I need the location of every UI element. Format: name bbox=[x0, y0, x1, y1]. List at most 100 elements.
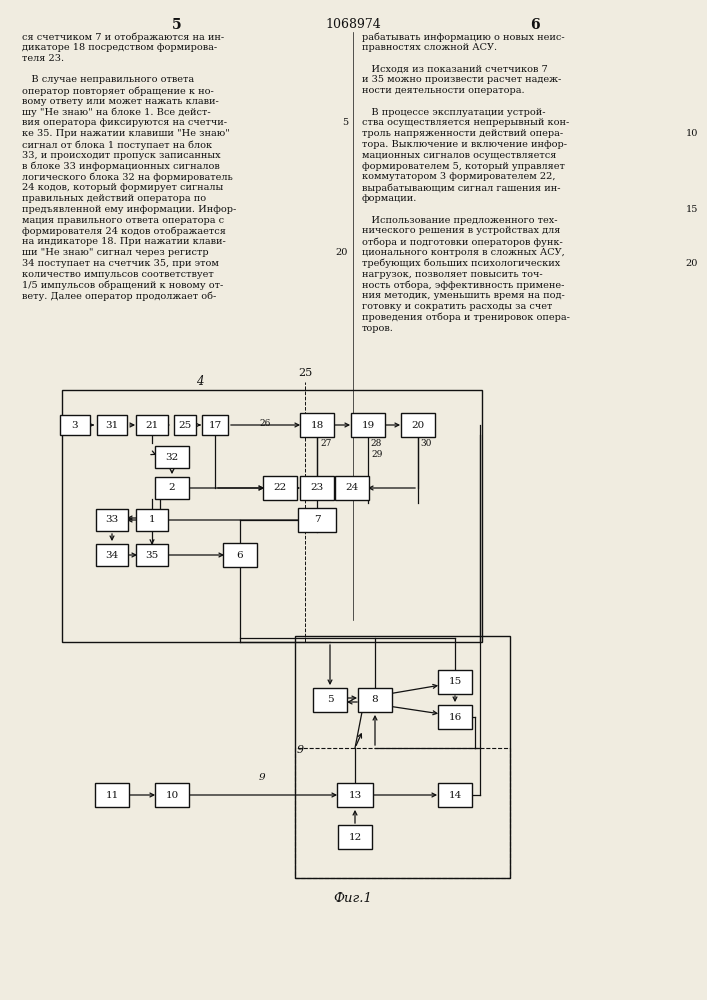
Text: 10: 10 bbox=[686, 129, 698, 138]
Text: 5: 5 bbox=[173, 18, 182, 32]
Text: Использование предложенного тех-: Использование предложенного тех- bbox=[362, 216, 558, 225]
Text: рабатывать информацию о новых неис-: рабатывать информацию о новых неис- bbox=[362, 32, 565, 41]
Text: ционального контроля в сложных АСУ,: ционального контроля в сложных АСУ, bbox=[362, 248, 565, 257]
Text: вету. Далее оператор продолжает об-: вету. Далее оператор продолжает об- bbox=[22, 291, 216, 301]
Text: 14: 14 bbox=[448, 790, 462, 800]
Text: ке 35. При нажатии клавиши "Не знаю": ке 35. При нажатии клавиши "Не знаю" bbox=[22, 129, 230, 138]
Bar bbox=[96, 509, 128, 531]
Bar bbox=[338, 825, 372, 849]
Text: 29: 29 bbox=[371, 450, 382, 459]
Bar bbox=[155, 446, 189, 468]
Text: формации.: формации. bbox=[362, 194, 417, 203]
Text: дикаторе 18 посредством формирова-: дикаторе 18 посредством формирова- bbox=[22, 43, 217, 52]
Bar bbox=[95, 783, 129, 807]
Text: троль напряженности действий опера-: троль напряженности действий опера- bbox=[362, 129, 563, 138]
Bar bbox=[295, 636, 510, 878]
Text: 1/5 импульсов обращений к новому от-: 1/5 импульсов обращений к новому от- bbox=[22, 280, 223, 290]
Text: вырабатывающим сигнал гашения ин-: вырабатывающим сигнал гашения ин- bbox=[362, 183, 561, 193]
Text: 18: 18 bbox=[310, 420, 324, 430]
Text: 24 кодов, который формирует сигналы: 24 кодов, который формирует сигналы bbox=[22, 183, 223, 192]
Text: шу "Не знаю" на блоке 1. Все дейст-: шу "Не знаю" на блоке 1. Все дейст- bbox=[22, 108, 211, 117]
Bar bbox=[337, 783, 373, 807]
Text: 2: 2 bbox=[169, 484, 175, 492]
Text: торов.: торов. bbox=[362, 324, 394, 333]
Text: 5: 5 bbox=[342, 118, 348, 127]
Bar bbox=[62, 390, 482, 642]
Text: коммутатором 3 формирователем 22,: коммутатором 3 формирователем 22, bbox=[362, 172, 556, 181]
Text: 28: 28 bbox=[370, 439, 381, 448]
Text: количество импульсов соответствует: количество импульсов соответствует bbox=[22, 270, 214, 279]
Text: В процессе эксплуатации устрой-: В процессе эксплуатации устрой- bbox=[362, 108, 546, 117]
Text: 23: 23 bbox=[310, 484, 324, 492]
Text: 6: 6 bbox=[237, 550, 243, 560]
Text: 3: 3 bbox=[71, 420, 78, 430]
Text: сигнал от блока 1 поступает на блок: сигнал от блока 1 поступает на блок bbox=[22, 140, 212, 149]
Bar bbox=[136, 509, 168, 531]
Text: вия оператора фиксируются на счетчи-: вия оператора фиксируются на счетчи- bbox=[22, 118, 227, 127]
Text: ния методик, уменьшить время на под-: ния методик, уменьшить время на под- bbox=[362, 291, 565, 300]
Text: 20: 20 bbox=[686, 259, 698, 268]
Text: 17: 17 bbox=[209, 420, 221, 430]
Text: теля 23.: теля 23. bbox=[22, 54, 64, 63]
Text: ства осуществляется непрерывный кон-: ства осуществляется непрерывный кон- bbox=[362, 118, 569, 127]
Text: формирователя 24 кодов отображается: формирователя 24 кодов отображается bbox=[22, 226, 226, 236]
Text: 9: 9 bbox=[259, 773, 265, 782]
Bar bbox=[438, 705, 472, 729]
Text: 15: 15 bbox=[448, 678, 462, 686]
Bar bbox=[298, 508, 336, 532]
Text: 5: 5 bbox=[327, 696, 333, 704]
Text: на индикаторе 18. При нажатии клави-: на индикаторе 18. При нажатии клави- bbox=[22, 237, 226, 246]
Bar bbox=[60, 415, 90, 435]
Text: 20: 20 bbox=[411, 420, 425, 430]
Text: мация правильного ответа оператора с: мация правильного ответа оператора с bbox=[22, 216, 224, 225]
Bar bbox=[313, 688, 347, 712]
Text: 31: 31 bbox=[105, 420, 119, 430]
Bar bbox=[96, 544, 128, 566]
Text: нагрузок, позволяет повысить точ-: нагрузок, позволяет повысить точ- bbox=[362, 270, 543, 279]
Text: ся счетчиком 7 и отображаются на ин-: ся счетчиком 7 и отображаются на ин- bbox=[22, 32, 224, 41]
Text: 12: 12 bbox=[349, 832, 361, 842]
Text: 20: 20 bbox=[336, 248, 348, 257]
Bar bbox=[358, 688, 392, 712]
Text: 26: 26 bbox=[259, 418, 271, 428]
Text: 6: 6 bbox=[530, 18, 540, 32]
Text: ность отбора, эффективность примене-: ность отбора, эффективность примене- bbox=[362, 280, 564, 290]
Text: Фиг.1: Фиг.1 bbox=[334, 892, 373, 905]
Bar bbox=[438, 670, 472, 694]
Text: 11: 11 bbox=[105, 790, 119, 800]
Text: 4: 4 bbox=[197, 375, 204, 388]
Bar bbox=[300, 476, 334, 500]
Bar bbox=[300, 413, 334, 437]
Text: в блоке 33 информационных сигналов: в блоке 33 информационных сигналов bbox=[22, 162, 220, 171]
Text: 32: 32 bbox=[165, 452, 179, 462]
Bar bbox=[136, 544, 168, 566]
Bar bbox=[202, 415, 228, 435]
Text: правильных действий оператора по: правильных действий оператора по bbox=[22, 194, 206, 203]
Text: вому ответу или может нажать клави-: вому ответу или может нажать клави- bbox=[22, 97, 218, 106]
Text: требующих больших психологических: требующих больших психологических bbox=[362, 259, 560, 268]
Bar bbox=[155, 477, 189, 499]
Bar bbox=[351, 413, 385, 437]
Text: ности деятельности оператора.: ности деятельности оператора. bbox=[362, 86, 525, 95]
Text: 27: 27 bbox=[320, 439, 332, 448]
Bar bbox=[295, 748, 510, 878]
Text: ши "Не знаю" сигнал через регистр: ши "Не знаю" сигнал через регистр bbox=[22, 248, 209, 257]
Bar bbox=[223, 543, 257, 567]
Text: 34: 34 bbox=[105, 550, 119, 560]
Text: 1: 1 bbox=[148, 516, 156, 524]
Text: и 35 можно произвести расчет надеж-: и 35 можно произвести расчет надеж- bbox=[362, 75, 561, 84]
Text: 15: 15 bbox=[686, 205, 698, 214]
Text: 33: 33 bbox=[105, 516, 119, 524]
Text: 8: 8 bbox=[372, 696, 378, 704]
Text: 30: 30 bbox=[420, 439, 431, 448]
Bar bbox=[136, 415, 168, 435]
Text: 13: 13 bbox=[349, 790, 361, 800]
Text: 24: 24 bbox=[346, 484, 358, 492]
Text: 7: 7 bbox=[314, 516, 320, 524]
Text: формирователем 5, который управляет: формирователем 5, который управляет bbox=[362, 162, 565, 171]
Text: В случае неправильного ответа: В случае неправильного ответа bbox=[22, 75, 194, 84]
Text: предъявленной ему информации. Инфор-: предъявленной ему информации. Инфор- bbox=[22, 205, 236, 214]
Text: правностях сложной АСУ.: правностях сложной АСУ. bbox=[362, 43, 497, 52]
Text: 9: 9 bbox=[297, 745, 304, 755]
Text: Исходя из показаний счетчиков 7: Исходя из показаний счетчиков 7 bbox=[362, 64, 548, 73]
